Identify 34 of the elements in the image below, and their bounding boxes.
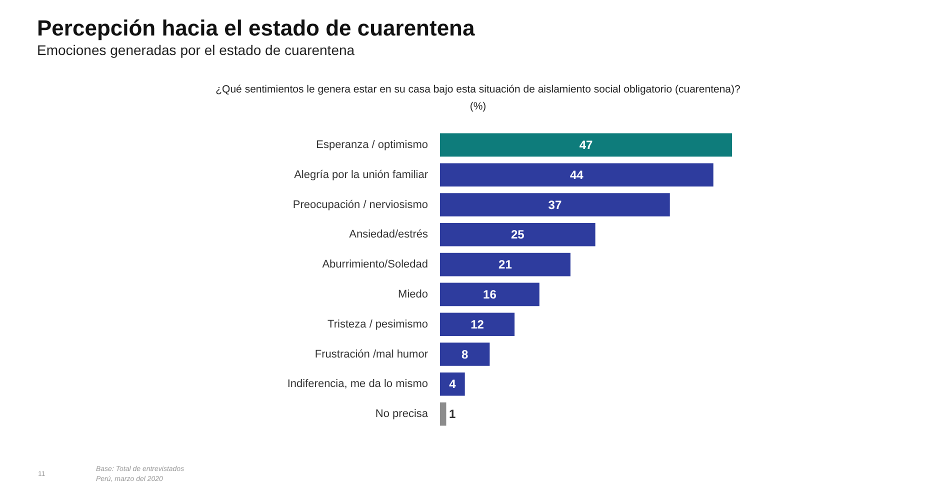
data-label: 25 <box>510 228 525 242</box>
y-tick-label: Aburrimiento/Soledad <box>322 258 428 271</box>
y-tick-label: Tristeza / pesimismo <box>328 318 428 330</box>
data-label: 8 <box>462 347 469 362</box>
bar <box>440 133 732 157</box>
data-label: 12 <box>470 317 484 332</box>
y-tick-label: Frustración /mal humor <box>314 348 428 360</box>
text: ¿Qué sentimientos le genera estar en su casa bajo esta situación de aislamiento social obligatorio (cuarentena)? <box>216 84 741 96</box>
data-label: 16 <box>483 287 497 302</box>
y-tick-label: Indiferencia, me da lo mismo <box>287 378 428 390</box>
bar <box>440 402 446 426</box>
bar <box>440 222 596 246</box>
bar <box>440 312 515 336</box>
bar <box>440 372 465 396</box>
data-label: 21 <box>498 258 512 272</box>
bar <box>440 252 570 276</box>
text: Percepción hacia el estado de cuarentena <box>37 16 476 40</box>
y-tick-label: Ansiedad/estrés <box>349 228 428 241</box>
bar <box>440 282 540 306</box>
data-label: 44 <box>570 168 584 182</box>
text: (%) <box>470 100 486 112</box>
text: Emociones generadas por el estado de cuarentena <box>37 42 355 58</box>
bar <box>440 193 670 216</box>
y-tick-label: Alegría por la unión familiar <box>294 168 428 181</box>
data-label: 4 <box>449 377 456 392</box>
y-tick-label: No precisa <box>375 408 429 420</box>
data-label: 47 <box>579 138 593 152</box>
bar <box>440 342 490 366</box>
data-label: 1 <box>449 407 456 422</box>
y-tick-label: Esperanza / optimismo <box>316 138 428 151</box>
y-tick-label: Preocupación / nerviosismo <box>292 198 428 211</box>
y-tick-label: Miedo <box>398 288 428 300</box>
data-label: 37 <box>548 198 562 212</box>
bar <box>440 163 714 187</box>
